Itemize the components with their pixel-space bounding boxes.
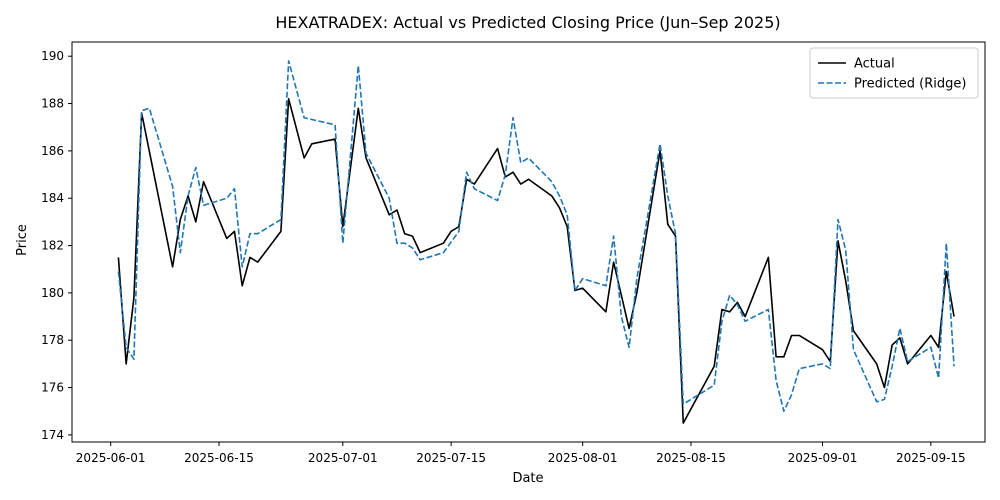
y-tick-label: 186 xyxy=(41,144,64,158)
x-tick-label: 2025-09-01 xyxy=(788,451,858,465)
series-line-1 xyxy=(117,60,955,413)
legend-label-1: Predicted (Ridge) xyxy=(854,77,966,92)
y-tick-label: 174 xyxy=(41,428,64,442)
legend-box xyxy=(809,47,979,99)
y-tick-label: 180 xyxy=(41,286,64,300)
x-tick-label: 2025-07-01 xyxy=(308,451,378,465)
y-tick-label: 184 xyxy=(41,191,64,205)
x-tick-label: 2025-06-01 xyxy=(76,451,146,465)
chart-title: HEXATRADEX: Actual vs Predicted Closing … xyxy=(275,13,780,32)
y-tick-label: 182 xyxy=(41,239,64,253)
x-tick-label: 2025-08-01 xyxy=(548,451,618,465)
plot-area-frame xyxy=(71,41,986,443)
y-tick-label: 178 xyxy=(41,333,64,347)
x-axis-label: Date xyxy=(512,471,543,486)
legend-label-0: Actual xyxy=(854,57,895,72)
x-tick-label: 2025-09-15 xyxy=(896,451,966,465)
y-tick-label: 176 xyxy=(41,381,64,395)
x-tick-label: 2025-08-15 xyxy=(656,451,726,465)
y-axis-label: Price xyxy=(15,224,30,256)
x-tick-label: 2025-06-15 xyxy=(184,451,254,465)
series-line-0 xyxy=(117,98,955,424)
y-tick-label: 190 xyxy=(41,49,64,63)
y-tick-label: 188 xyxy=(41,97,64,111)
x-tick-label: 2025-07-15 xyxy=(416,451,486,465)
